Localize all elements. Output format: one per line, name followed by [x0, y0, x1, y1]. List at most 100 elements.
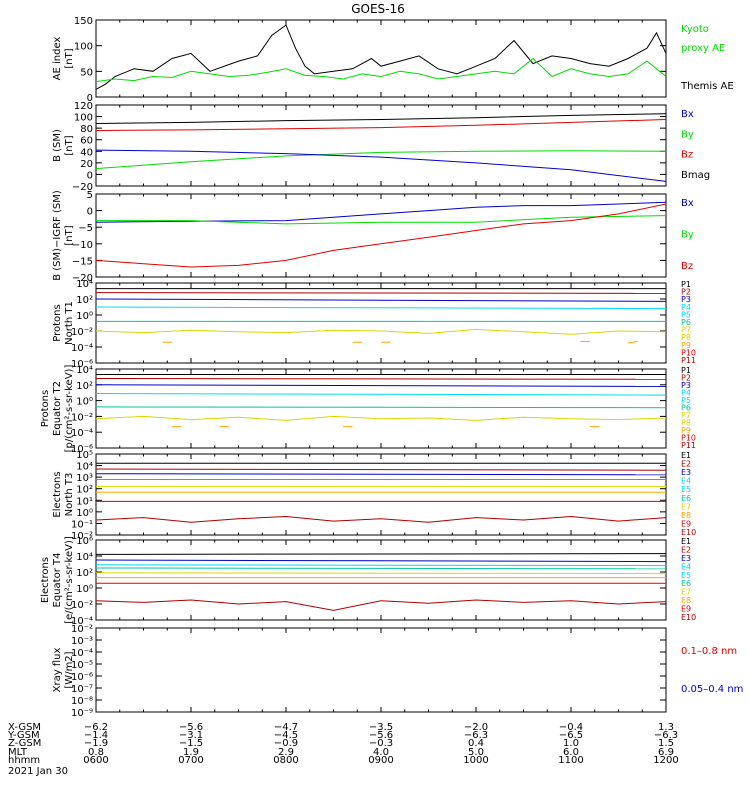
y-tick-label: 0: [87, 170, 93, 181]
legend-entry: E4: [681, 562, 691, 571]
legend-entry: E8: [681, 511, 691, 520]
legend-entry: P10: [681, 348, 696, 357]
y-tick-label: 50: [80, 67, 93, 78]
series-line: [96, 328, 666, 335]
series-line: [96, 119, 666, 131]
series-line: [96, 113, 666, 124]
x-row-value: 1100: [558, 755, 583, 766]
y-tick-label: 120: [74, 101, 93, 112]
series-line: [96, 415, 666, 421]
legend-entry: E7: [681, 502, 691, 511]
x-row-value: −5.6: [179, 722, 203, 733]
y-tick-label: 10⁶: [76, 536, 93, 547]
legend-entry: P2: [681, 288, 691, 297]
x-row-value: −0.3: [369, 738, 393, 749]
y-tick-label: 10⁻⁸: [71, 696, 93, 707]
x-row-value: −3.1: [179, 730, 203, 741]
y-tick-label: −20: [72, 273, 93, 284]
series-line: [96, 473, 666, 476]
panel-3: −20 −15 −10 −5 0 5 B (SM)−IGRF (SM) [nT] Bx By Bz: [52, 190, 694, 284]
x-row-value: 0600: [83, 755, 108, 766]
y-axis-label: B (SM)−IGRF (SM): [52, 190, 63, 281]
y-tick-label: 60: [80, 136, 93, 147]
y-tick-label: 10⁻²: [71, 327, 93, 338]
series-line: [96, 378, 666, 380]
legend-entry: P1: [681, 280, 691, 289]
x-row-value: −6.5: [559, 730, 583, 741]
y-tick-label: 10⁻⁴: [71, 343, 93, 354]
x-row-label: Z-GSM: [8, 738, 41, 749]
y-tick-label: 10⁰: [76, 397, 93, 408]
series-line: [96, 406, 666, 409]
date-label: 2021 Jan 30: [8, 766, 68, 777]
legend-entry: P4: [681, 389, 691, 398]
y-tick-label: 10⁴: [76, 552, 93, 563]
legend-entry: E2: [681, 460, 691, 469]
legend-entry: E3: [681, 554, 691, 563]
x-row-value: 2.9: [278, 747, 294, 758]
x-row-value: 6.9: [658, 747, 674, 758]
y-axis-label: [p/(cm²-s-sr-keV)]: [64, 365, 75, 453]
x-row-value: −1.5: [179, 738, 203, 749]
y-tick-label: 0: [87, 207, 93, 218]
y-tick-label: 0: [87, 93, 93, 104]
panel-frame: [95, 282, 667, 364]
panel-8: 10⁻⁹10⁻⁸10⁻⁷10⁻⁶10⁻⁵10⁻⁴10⁻³10⁻² Xray flu…: [52, 624, 743, 719]
legend-entry: P11: [681, 441, 696, 450]
panel-7: 10⁻⁴ 10⁻² 10⁰ 10² 10⁴ 10⁶ Electrons Equator T4[…: [40, 536, 696, 627]
y-tick-label: 5: [87, 190, 93, 201]
y-tick-label: 10⁻⁶: [71, 359, 93, 370]
y-tick-label: 10²: [76, 568, 93, 579]
y-tick-label: −10: [72, 240, 93, 251]
x-row-value: 1.5: [658, 738, 674, 749]
legend-entry: P5: [681, 396, 691, 405]
x-row-value: −3.5: [369, 722, 393, 733]
y-tick-label: −20: [72, 182, 93, 193]
y-axis-label: Protons: [52, 304, 63, 341]
legend-entry: P2: [681, 374, 691, 383]
x-row-value: 0.8: [88, 747, 104, 758]
panel-frame: [95, 453, 667, 536]
legend-entry: E5: [681, 571, 691, 580]
y-tick-label: 80: [80, 124, 93, 135]
series-line: [96, 57, 666, 83]
y-tick-label: 10²: [76, 295, 93, 306]
legend-entry: P8: [681, 333, 691, 342]
legend-entry: P10: [681, 434, 696, 443]
series-line: [96, 306, 666, 310]
y-axis-label: AE index: [52, 37, 63, 81]
y-tick-label: 10⁻⁵: [71, 660, 93, 671]
legend-entry: E10: [681, 613, 696, 622]
x-row-value: 0900: [368, 755, 393, 766]
legend-entry: Bz: [681, 261, 693, 272]
panel-frame: [95, 368, 667, 449]
legend-entry: Themis AE: [680, 81, 734, 92]
y-axis-label: B (SM): [52, 129, 63, 162]
y-axis-label: North T3: [64, 473, 75, 517]
legend-entry: E1: [681, 537, 691, 546]
x-row-value: 1.9: [183, 747, 199, 758]
y-tick-label: 10⁻⁶: [71, 672, 93, 683]
y-tick-label: 10⁻⁶: [71, 444, 93, 455]
y-tick-label: 10⁵: [76, 450, 93, 461]
x-row-value: −1.9: [84, 738, 108, 749]
x-row-label: Y-GSM: [7, 730, 40, 741]
x-row-value: −0.4: [559, 722, 583, 733]
series-line: [96, 599, 666, 611]
x-row-value: −6.3: [654, 730, 678, 741]
x-row-value: 0800: [273, 755, 298, 766]
legend-entry: E7: [681, 588, 691, 597]
series-line: [96, 567, 666, 570]
y-tick-label: 10⁴: [76, 365, 93, 376]
y-axis-label: [nT]: [64, 225, 75, 245]
panel-frame: [95, 627, 667, 713]
x-row-value: −6.3: [464, 730, 488, 741]
x-row-value: −0.9: [274, 738, 298, 749]
legend-entry: Bx: [681, 109, 694, 120]
y-tick-label: 10⁻¹: [71, 519, 93, 530]
x-row-value: 0.4: [468, 738, 484, 749]
series-line: [96, 203, 666, 268]
legend-entry: P5: [681, 310, 691, 319]
